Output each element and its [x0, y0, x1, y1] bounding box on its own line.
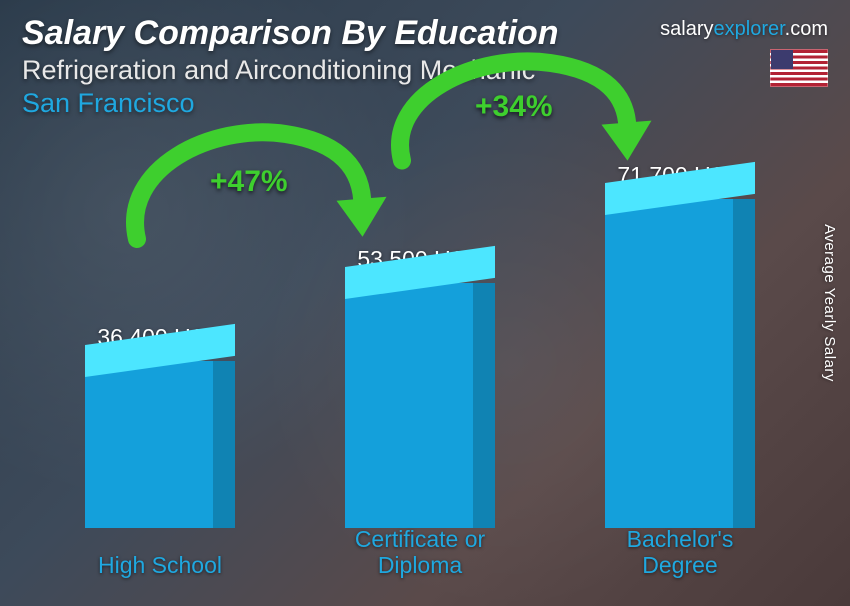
brand-prefix: salary: [660, 18, 713, 40]
brand-accent: explorer: [714, 18, 785, 40]
bar-wrap: 53,500 USD: [345, 246, 495, 528]
bar-label: High School: [50, 553, 270, 578]
bar-label: Certificate orDiploma: [310, 527, 530, 578]
brand-text: salaryexplorer.com: [660, 18, 828, 41]
bar-front-face: [605, 199, 755, 528]
bar: [605, 199, 755, 528]
increase-pct: +34%: [475, 90, 553, 124]
flag-icon: [770, 49, 828, 87]
increase-pct: +47%: [210, 165, 288, 199]
brand-suffix: .com: [785, 18, 828, 40]
bar-wrap: 71,700 USD: [605, 162, 755, 528]
chart-location: San Francisco: [22, 88, 828, 119]
y-axis-label: Average Yearly Salary: [821, 224, 838, 382]
bar-front-face: [345, 283, 495, 528]
bar-front-face: [85, 361, 235, 528]
bar-label: Bachelor'sDegree: [570, 527, 790, 578]
bar: [85, 361, 235, 528]
branding: salaryexplorer.com: [660, 18, 828, 92]
bar: [345, 283, 495, 528]
bar-wrap: 36,400 USD: [85, 324, 235, 528]
chart-area: 36,400 USD High School 53,500 USDCertifica…: [40, 150, 790, 578]
